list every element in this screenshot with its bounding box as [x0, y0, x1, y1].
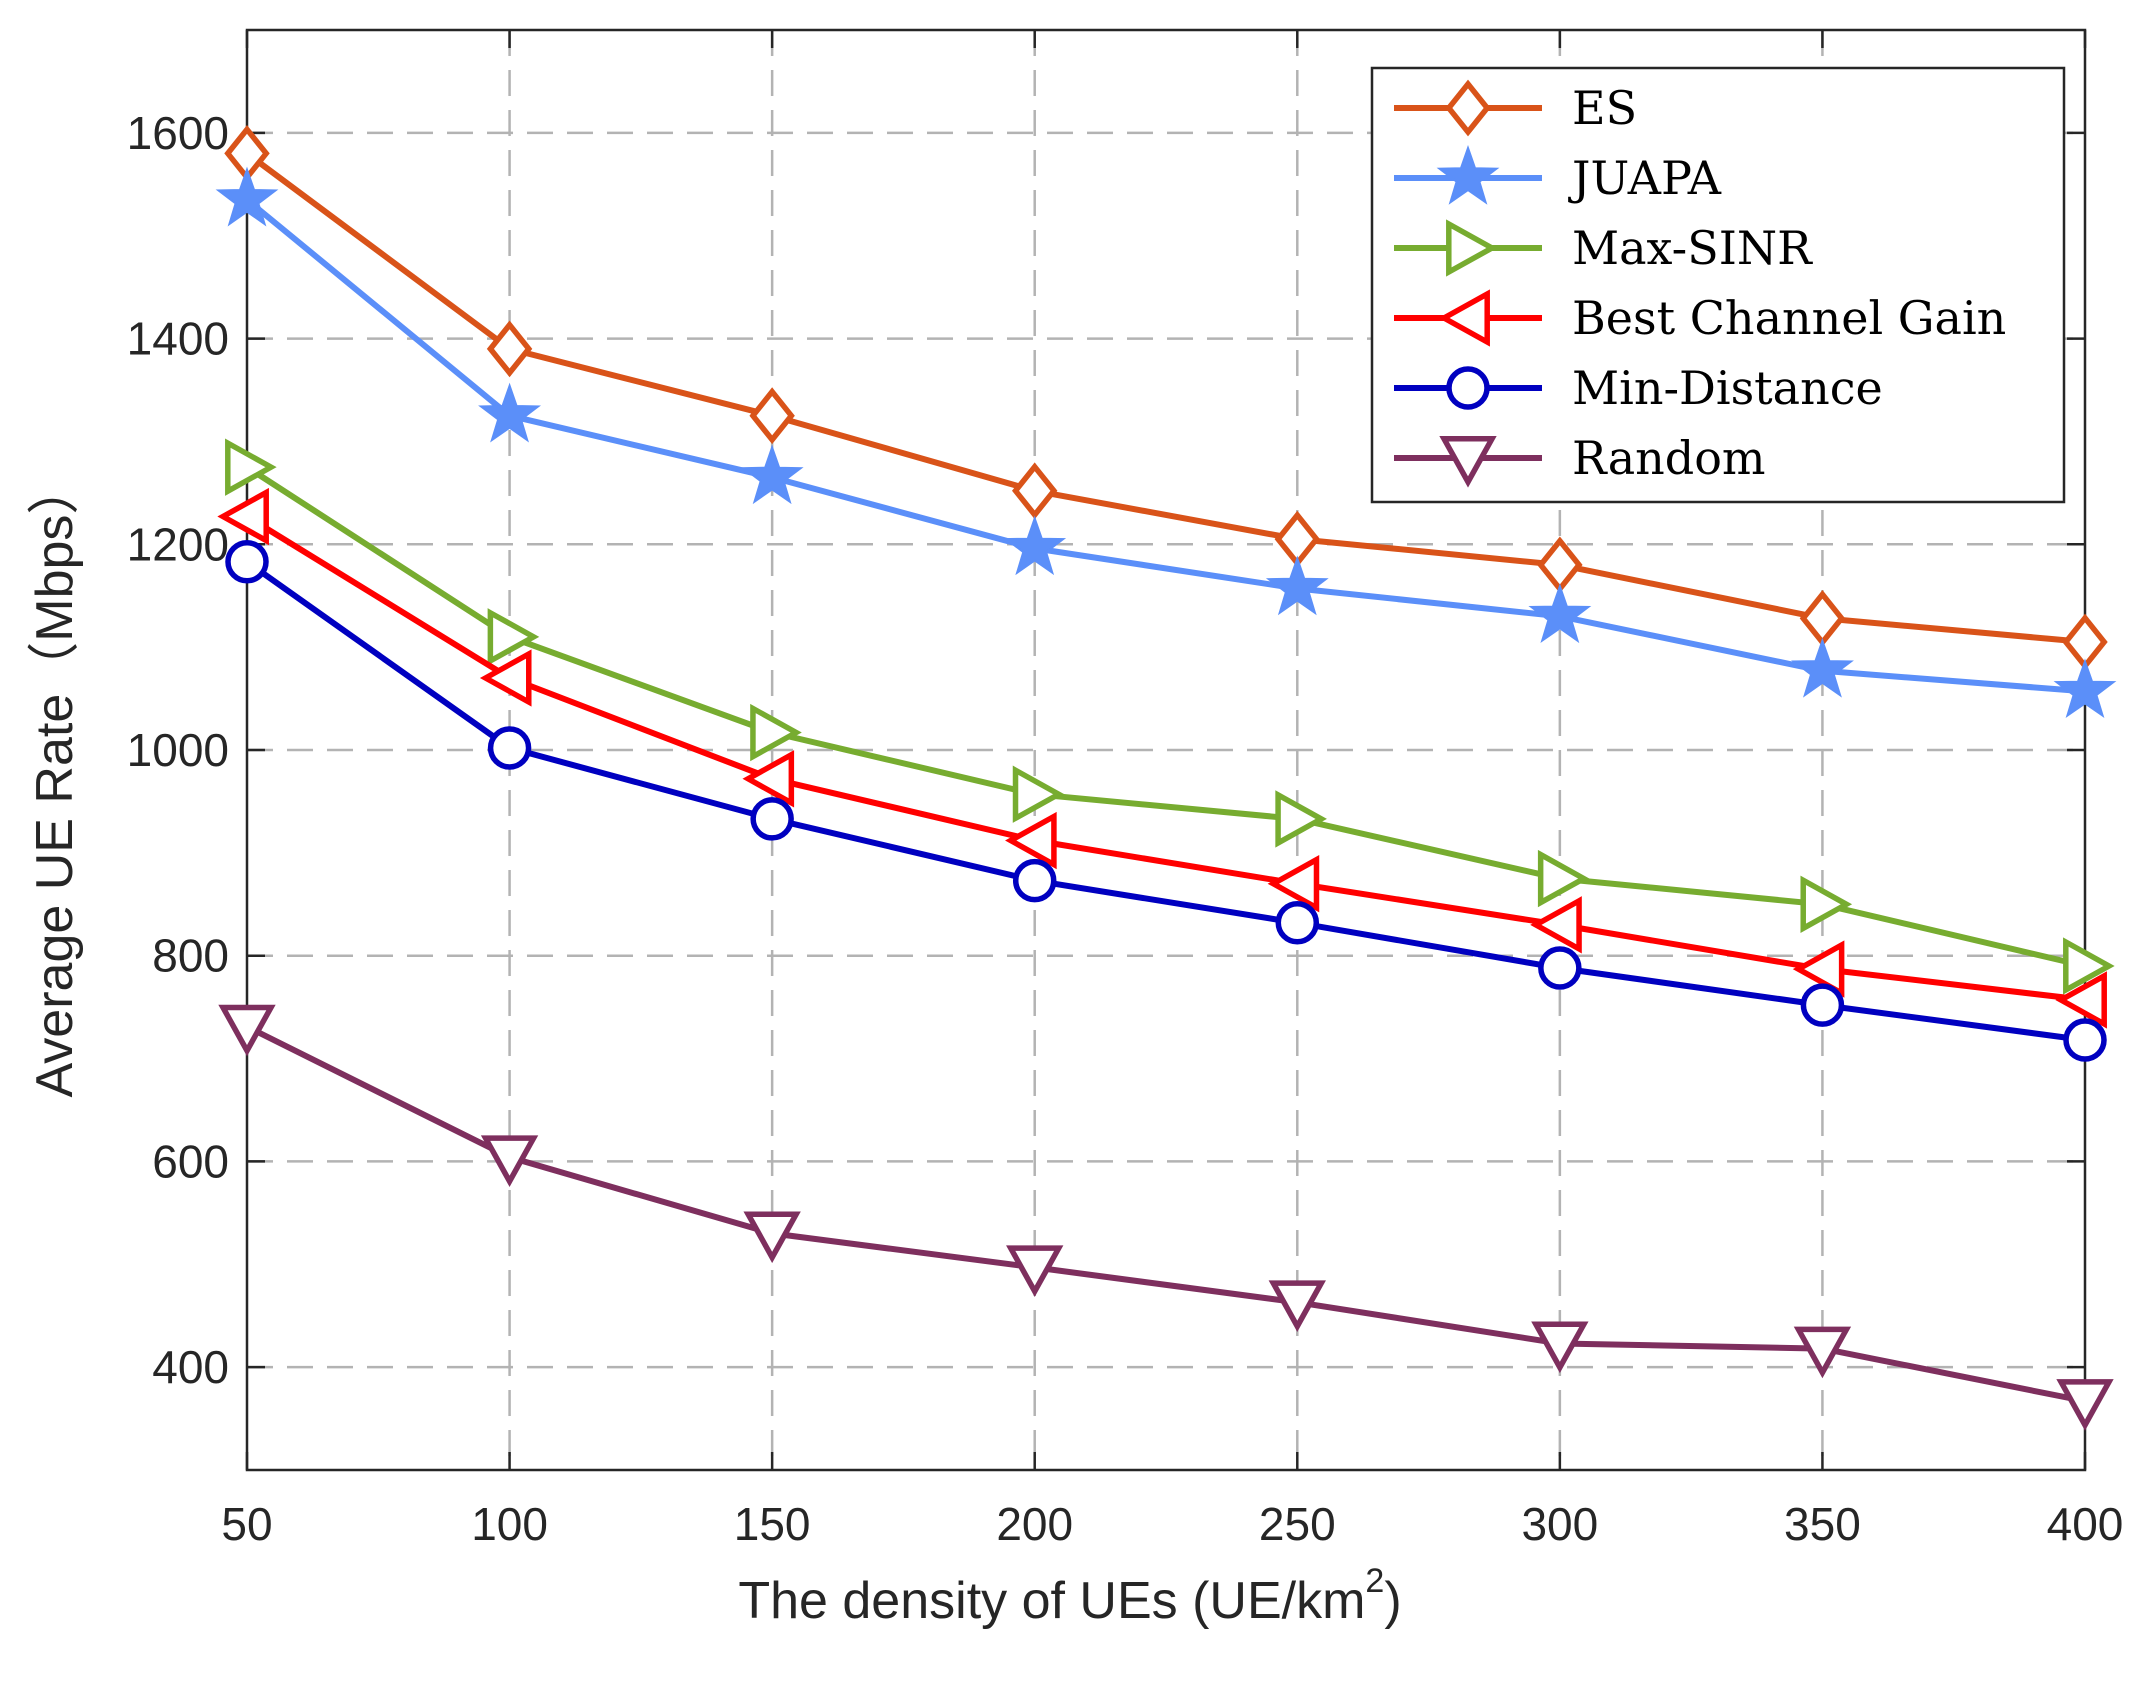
- y-axis-label: Average UE Rate（Mbps）: [26, 463, 84, 1098]
- data-point: [1011, 462, 1058, 520]
- legend: ES JUAPA Max-SINR Best Channel Gain Min-Dist…: [1370, 66, 2066, 504]
- data-point: [479, 649, 532, 707]
- data-point: [1275, 901, 1320, 945]
- legend-label: Random: [1572, 431, 1766, 485]
- data-point: [1275, 790, 1327, 848]
- data-point: [750, 797, 794, 841]
- data-point: [749, 387, 795, 445]
- data-point: [1793, 1326, 1852, 1379]
- data-point: [2056, 1379, 2114, 1431]
- legend-item: Random: [1394, 431, 1766, 488]
- series-es: [224, 125, 2108, 671]
- data-point: [215, 166, 279, 227]
- data-point: [1531, 1321, 1589, 1374]
- data-point: [1528, 583, 1592, 644]
- series-best-channel-gain: [217, 487, 2107, 1029]
- data-point: [740, 444, 804, 505]
- data-point: [750, 703, 802, 762]
- data-point: [480, 1135, 539, 1187]
- series-random: [218, 1004, 2114, 1431]
- data-point: [1538, 946, 1582, 990]
- series-line: [245, 197, 2086, 695]
- data-point: [487, 726, 532, 770]
- axes: [245, 28, 2087, 1472]
- data-point: [1791, 637, 1854, 698]
- data-point: [487, 608, 540, 666]
- y-tick-label-400: 400: [152, 1341, 229, 1393]
- series-juapa: [215, 166, 2117, 719]
- data-point: [2053, 658, 2117, 719]
- x-tick-label-350: 350: [1784, 1498, 1861, 1550]
- data-point: [1012, 858, 1057, 903]
- y-tick-label-1600: 1600: [127, 107, 229, 159]
- data-point: [743, 1211, 801, 1264]
- legend-item: Max-SINR: [1394, 219, 1813, 277]
- series-max-sinr: [225, 438, 2115, 995]
- y-tick-label-1200: 1200: [127, 518, 229, 570]
- data-point: [742, 750, 795, 808]
- data-point: [1003, 515, 1067, 576]
- series-line: [245, 559, 2086, 1044]
- data-point: [1268, 1280, 1326, 1333]
- data-point: [1005, 811, 1057, 870]
- x-tick-label-50: 50: [221, 1498, 272, 1550]
- legend-marker: [1439, 436, 1497, 488]
- x-tick-label-150: 150: [734, 1498, 811, 1550]
- legend-item: JUAPA: [1394, 144, 1722, 205]
- data-point: [1012, 765, 1065, 823]
- data-point: [2063, 1018, 2107, 1062]
- series-layer: [215, 125, 2117, 1431]
- legend-label: ES: [1572, 81, 1637, 135]
- x-tick-label-400: 400: [2047, 1498, 2124, 1550]
- data-point: [225, 540, 269, 584]
- series-line: [245, 150, 2086, 645]
- y-tick-label-1400: 1400: [127, 313, 229, 365]
- legend-label: Best Channel Gain: [1572, 291, 2006, 345]
- legend-item: Min-Distance: [1394, 361, 1883, 415]
- data-point: [478, 382, 541, 443]
- data-point: [486, 320, 533, 378]
- data-point: [1800, 875, 1853, 933]
- legend-box: [1370, 66, 2066, 504]
- x-tick-label-300: 300: [1521, 1498, 1598, 1550]
- x-tick-label-250: 250: [1259, 1498, 1336, 1550]
- legend-marker: [1445, 79, 1491, 137]
- data-point: [2055, 971, 2107, 1029]
- x-axis-label: The density of UEs (UE/km2): [738, 1562, 1401, 1630]
- series-line: [245, 1024, 2086, 1405]
- data-point: [1530, 896, 1582, 954]
- legend-label: Min-Distance: [1572, 361, 1883, 415]
- legend-marker: [1446, 366, 1490, 410]
- legend-marker: [1438, 289, 1490, 347]
- legend-label: JUAPA: [1568, 151, 1722, 205]
- tick-labels: 50 100 150 200 250 300 350 400 400 600 800 1000 1200…: [127, 107, 2124, 1550]
- x-tick-label-200: 200: [996, 1498, 1073, 1550]
- series-line: [245, 464, 2086, 969]
- legend-marker: [1436, 144, 1500, 205]
- legend-label: Max-SINR: [1572, 221, 1813, 275]
- data-point: [1265, 555, 1329, 616]
- data-point: [1792, 940, 1845, 998]
- data-point: [1267, 855, 1320, 913]
- series-min-distance: [225, 540, 2107, 1062]
- legend-item: Best Channel Gain: [1394, 289, 2006, 347]
- data-point: [1537, 849, 1590, 908]
- y-tick-label-1000: 1000: [127, 724, 229, 776]
- legend-marker: [1446, 219, 1498, 277]
- data-point: [2063, 937, 2115, 995]
- x-tick-label-100: 100: [471, 1498, 548, 1550]
- y-tick-label-600: 600: [152, 1135, 229, 1187]
- data-point: [217, 487, 269, 546]
- series-line: [245, 513, 2086, 1003]
- data-point: [225, 438, 277, 496]
- data-point: [218, 1004, 276, 1057]
- data-point: [1006, 1245, 1064, 1298]
- y-tick-label-800: 800: [152, 930, 229, 982]
- data-point: [1800, 983, 1845, 1027]
- legend-item: ES: [1394, 79, 1637, 137]
